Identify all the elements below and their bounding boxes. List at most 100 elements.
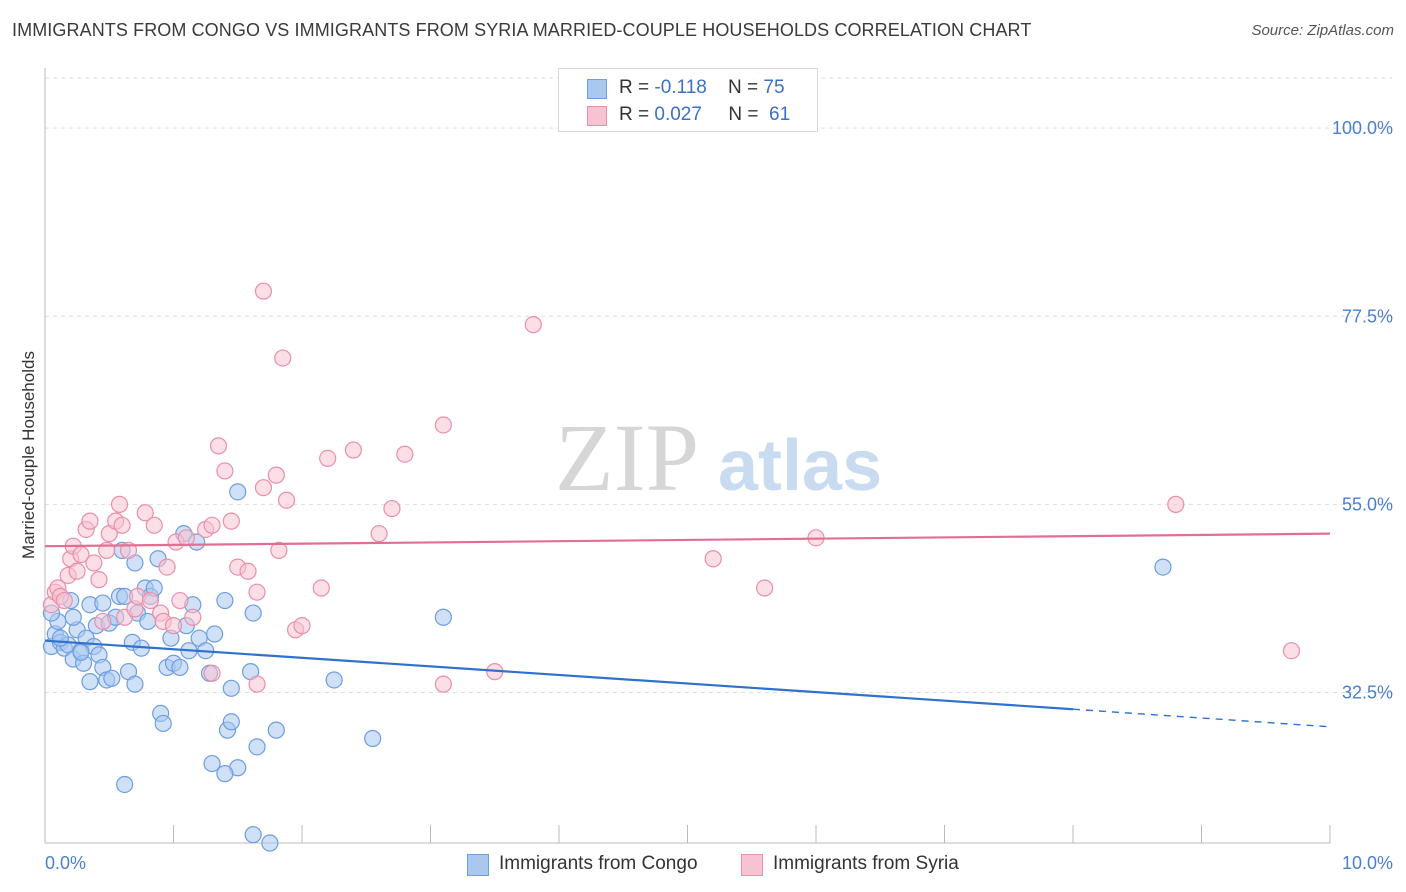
x-tick-label-max: 10.0% <box>1342 853 1393 873</box>
x-tick-label-min: 0.0% <box>45 853 86 873</box>
congo-point <box>72 643 90 661</box>
congo-point <box>126 675 144 693</box>
congo-swatch <box>587 79 607 99</box>
syria-point <box>239 562 257 580</box>
watermark-zip: ZIP <box>555 404 699 511</box>
congo-point <box>364 729 382 748</box>
syria-point <box>145 516 163 534</box>
congo-point <box>154 714 172 733</box>
syria-point <box>248 675 266 693</box>
syria-point <box>277 491 296 509</box>
congo-point <box>434 608 452 626</box>
syria-point <box>158 558 176 576</box>
syria-point <box>434 675 452 693</box>
y-axis-label: Married-couple Households <box>19 351 38 559</box>
syria-point <box>94 612 112 631</box>
congo-point <box>206 625 224 643</box>
syria-trend-line <box>44 532 1331 548</box>
congo-point <box>267 721 285 739</box>
syria-point <box>177 529 195 547</box>
syria-point <box>1282 642 1301 660</box>
syria-point <box>68 562 86 580</box>
syria-point <box>216 462 234 480</box>
syria-point <box>222 512 240 530</box>
congo-point <box>81 673 99 691</box>
syria-point <box>370 525 388 543</box>
syria-point <box>136 504 154 522</box>
syria-point <box>270 541 288 559</box>
syria-point <box>81 512 99 530</box>
syria-series <box>42 282 1301 693</box>
syria-r-value: 0.027 <box>654 104 702 125</box>
congo-trend-extension <box>1072 708 1331 728</box>
syria-swatch <box>587 106 607 126</box>
syria-point <box>344 441 362 459</box>
congo-point <box>229 483 247 501</box>
syria-point <box>254 479 273 497</box>
syria-legend-swatch <box>741 854 763 876</box>
watermark-atlas: atlas <box>718 426 882 506</box>
congo-point <box>216 591 234 610</box>
syria-point <box>293 617 311 635</box>
syria-point <box>141 591 159 610</box>
congo-point <box>51 629 70 647</box>
syria-point <box>524 316 542 334</box>
congo-point <box>171 658 189 677</box>
trend-lines <box>44 532 1331 728</box>
congo-point <box>248 738 266 756</box>
syria-point <box>171 591 189 610</box>
syria-point <box>312 579 330 597</box>
congo-point <box>244 826 262 844</box>
congo-point <box>216 765 234 783</box>
syria-point <box>110 495 129 513</box>
congo-point <box>64 608 82 626</box>
y-tick-label: 32.5% <box>1342 683 1393 703</box>
syria-point <box>274 349 292 367</box>
syria-point <box>267 466 285 484</box>
syria-point <box>1167 495 1185 513</box>
congo-n-label: N = <box>727 77 759 98</box>
congo-legend-swatch <box>467 854 489 876</box>
syria-n-value: 61 <box>769 104 791 125</box>
syria-point <box>55 591 73 610</box>
syria-legend-label: Immigrants from Syria <box>773 853 959 874</box>
syria-point <box>90 571 108 589</box>
y-tick-label: 100.0% <box>1332 118 1393 138</box>
syria-point <box>184 608 202 626</box>
syria-point <box>704 550 722 568</box>
congo-r-label: R = <box>619 77 650 98</box>
congo-trend-line <box>44 639 1074 711</box>
congo-point <box>1154 558 1172 576</box>
legend: R = -0.118 N = 75 R = 0.027 N = 61 <box>558 68 818 132</box>
congo-point <box>222 713 240 731</box>
congo-point <box>203 754 221 773</box>
y-tick-label: 55.0% <box>1342 494 1393 514</box>
congo-n-value: 75 <box>763 77 785 98</box>
axes <box>44 68 1331 844</box>
syria-point <box>254 282 273 300</box>
watermark: ZIP atlas <box>555 404 882 511</box>
syria-point <box>164 617 183 635</box>
syria-point <box>248 583 266 601</box>
syria-point <box>319 449 337 468</box>
syria-point <box>755 579 774 597</box>
tick-labels: 32.5% 55.0% 77.5% 100.0% 0.0% 10.0% <box>45 118 1393 873</box>
congo-point <box>94 594 112 612</box>
syria-point <box>383 499 401 518</box>
syria-point <box>434 416 452 434</box>
congo-point <box>325 671 343 689</box>
congo-point <box>244 604 262 622</box>
syria-point <box>203 664 221 682</box>
congo-point <box>116 775 134 794</box>
gridlines <box>45 77 1392 694</box>
congo-point <box>103 669 121 687</box>
syria-n-label: N = <box>728 104 759 125</box>
syria-r-label: R = <box>619 104 650 125</box>
syria-point <box>396 445 414 463</box>
congo-r-value: -0.118 <box>654 77 707 98</box>
syria-point <box>209 437 228 455</box>
y-tick-label: 77.5% <box>1342 306 1393 326</box>
syria-point <box>85 554 103 572</box>
syria-point <box>113 516 131 534</box>
